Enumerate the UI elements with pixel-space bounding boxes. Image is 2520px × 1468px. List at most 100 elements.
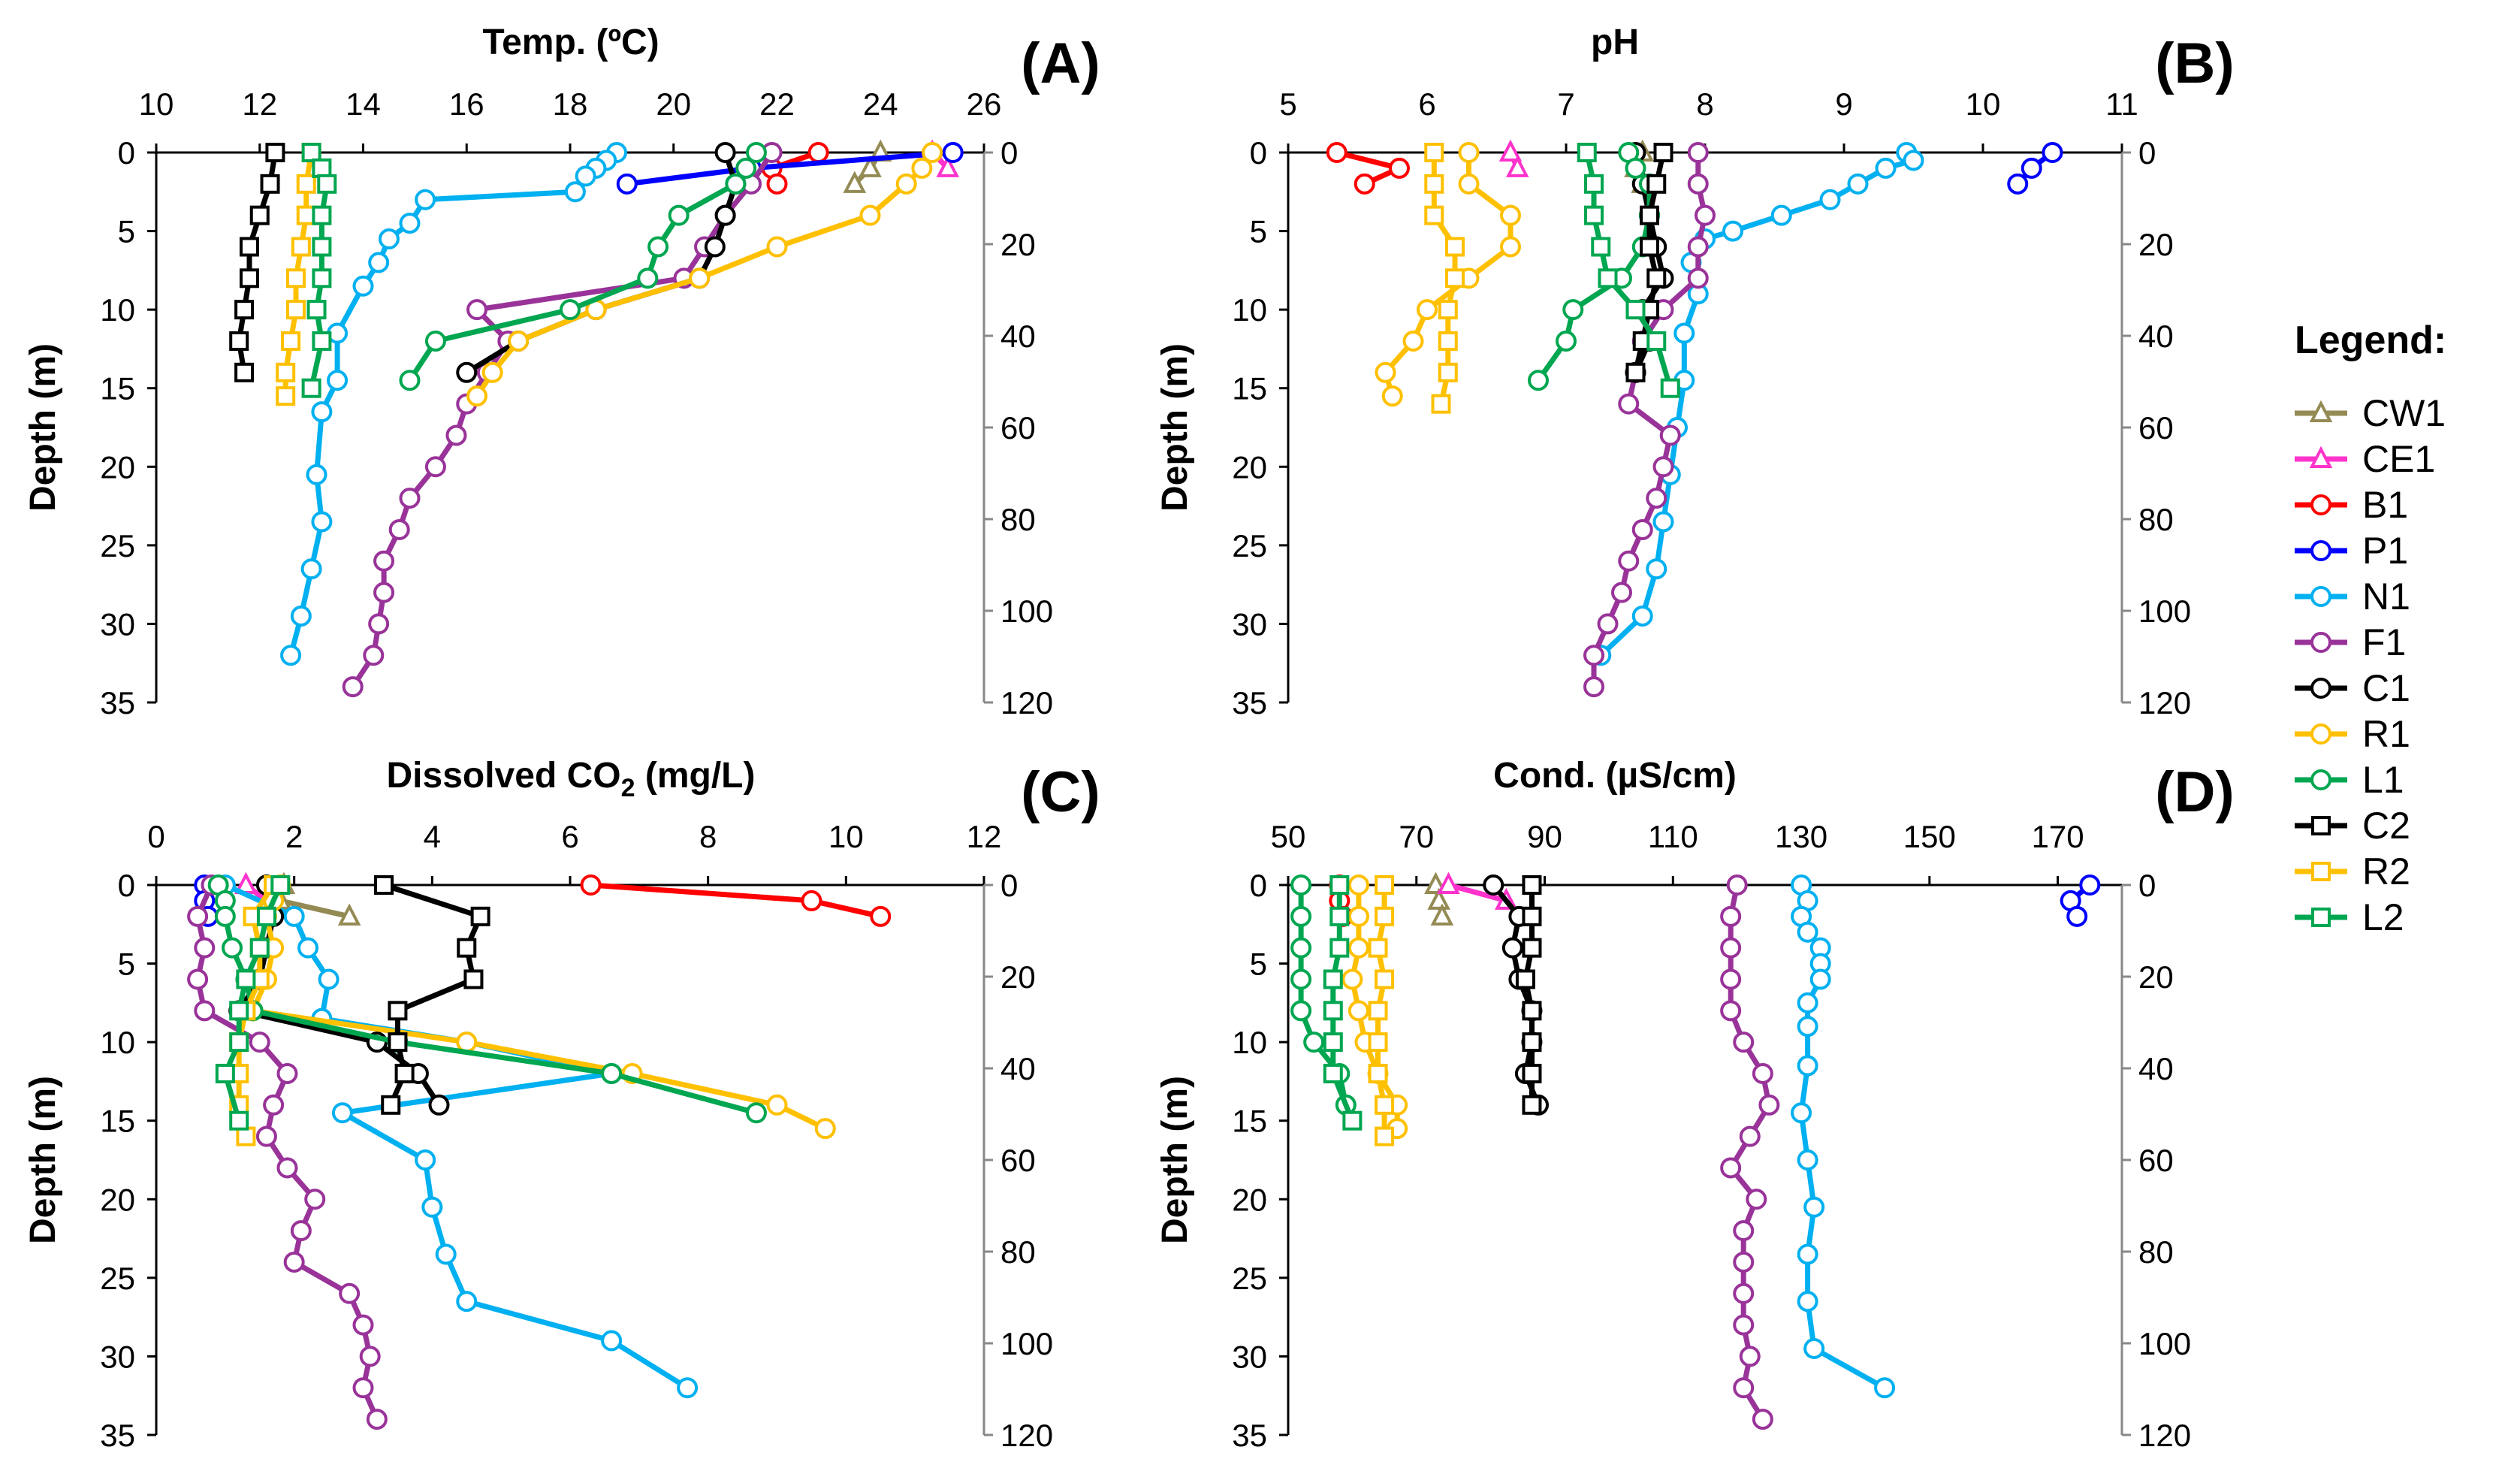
data-point-f1	[1758, 1094, 1780, 1116]
data-point-f1	[290, 1220, 312, 1242]
data-point-n1	[1770, 204, 1792, 226]
data-point-f1	[352, 1314, 374, 1336]
y2-tick-label: 0	[2138, 868, 2156, 903]
legend-item-r1: R1	[2295, 713, 2410, 755]
data-point-f1	[466, 299, 488, 321]
series-line-f1	[350, 150, 775, 690]
data-point-r2	[1368, 1001, 1388, 1021]
data-point-f1	[255, 1125, 277, 1147]
legend-marker	[2310, 586, 2331, 607]
x-tick-label: 130	[1775, 819, 1827, 854]
data-point-r2	[296, 174, 316, 194]
data-point-l1	[745, 1102, 767, 1124]
x-tick-label: 10	[139, 86, 174, 122]
data-point-l2	[312, 237, 332, 257]
legend-label: L1	[2362, 759, 2404, 801]
data-point-r1	[1348, 905, 1369, 927]
data-point-r1	[895, 173, 917, 195]
y2-tick-label: 80	[1000, 1234, 1036, 1270]
legend-item-c2: C2	[2295, 805, 2410, 847]
data-point-r1	[1500, 204, 1521, 226]
y-tick-label: 35	[100, 685, 135, 720]
data-point-l2	[1591, 237, 1611, 257]
legend-marker	[2310, 723, 2331, 745]
y-tick-label: 5	[1250, 947, 1267, 982]
data-point-ce1	[936, 155, 960, 177]
y2-tick-label: 40	[2138, 1051, 2174, 1086]
data-point-r2	[1424, 174, 1444, 194]
data-point-f1	[1739, 1125, 1761, 1147]
data-point-n1	[601, 1330, 623, 1352]
data-point-n1	[435, 1243, 457, 1265]
data-point-p1	[2007, 173, 2029, 195]
x-tick-label: 20	[656, 86, 691, 122]
data-point-c2	[234, 362, 255, 382]
legend-label: R1	[2362, 713, 2410, 755]
data-point-f1	[1618, 550, 1640, 572]
data-point-b1	[766, 173, 788, 195]
data-point-ce1	[1498, 139, 1523, 162]
data-point-c2	[239, 268, 259, 288]
data-point-b1	[801, 890, 822, 911]
data-point-cw1	[843, 171, 867, 193]
x-tick-label: 10	[1966, 86, 2001, 122]
y2-tick-label: 120	[1000, 1418, 1053, 1453]
y-tick-label: 10	[1232, 1025, 1267, 1060]
data-point-p1	[942, 142, 964, 163]
data-point-r1	[456, 1032, 478, 1053]
data-point-c2	[239, 237, 259, 257]
data-point-l2	[1323, 1032, 1343, 1053]
data-point-n1	[311, 511, 333, 533]
y-tick-label: 5	[118, 214, 135, 249]
data-point-f1	[1659, 424, 1681, 446]
data-point-f1	[1752, 1062, 1773, 1084]
y-axis-label: Depth (m)	[23, 1076, 63, 1244]
data-point-c2	[1522, 938, 1542, 958]
data-point-l2	[306, 300, 327, 320]
series-line-r1	[474, 150, 935, 399]
data-point-l1	[1290, 874, 1312, 896]
series-r1	[1375, 142, 1521, 407]
data-point-l1	[1528, 370, 1549, 391]
y-tick-label: 25	[100, 528, 135, 563]
x-tick-label: 2	[285, 819, 303, 854]
data-point-l2	[1329, 906, 1350, 926]
series-line-ce1	[1446, 882, 1509, 904]
y2-tick-label: 0	[2138, 135, 2156, 171]
data-point-f1	[1618, 393, 1640, 415]
data-point-l2	[312, 158, 332, 178]
data-point-l2	[256, 906, 276, 926]
data-point-r1	[1375, 361, 1396, 383]
data-point-f1	[1720, 937, 1742, 959]
data-point-r2	[1368, 938, 1388, 958]
data-point-f1	[445, 424, 467, 446]
data-point-c2	[381, 1095, 401, 1115]
series-cw1	[1424, 871, 1454, 926]
x-tick-label: 110	[1648, 819, 1698, 854]
data-point-c1	[1501, 937, 1523, 959]
plot-area	[1326, 139, 2063, 698]
data-point-n1	[415, 1149, 436, 1170]
data-point-r2	[281, 331, 301, 351]
data-point-ce1	[1505, 155, 1529, 177]
data-point-l1	[735, 157, 757, 179]
y2-tick-label: 20	[1000, 227, 1036, 262]
y-tick-label: 10	[100, 292, 135, 328]
data-point-l1	[399, 370, 421, 391]
legend-item-f1: F1	[2295, 621, 2406, 663]
x-tick-label: 12	[242, 86, 277, 122]
data-point-c2	[1515, 969, 1535, 989]
y2-tick-label: 100	[2138, 1326, 2191, 1361]
data-point-n1	[399, 213, 421, 234]
data-point-l1	[601, 1062, 623, 1084]
data-point-n1	[575, 165, 596, 187]
data-point-f1	[1687, 142, 1709, 163]
data-point-n1	[1722, 220, 1743, 242]
data-point-r2	[276, 362, 296, 382]
x-tick-label: 70	[1399, 819, 1434, 854]
data-point-n1	[1652, 511, 1674, 533]
data-point-l2	[1660, 378, 1680, 398]
data-point-n1	[677, 1377, 699, 1399]
y-tick-label: 30	[100, 606, 135, 642]
